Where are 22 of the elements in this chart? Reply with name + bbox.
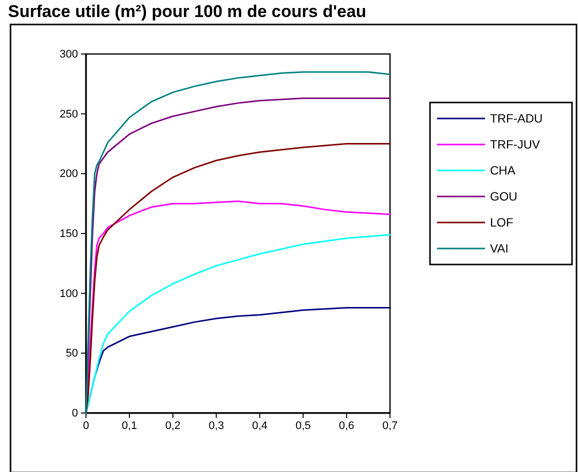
- x-tick-label: 0,4: [252, 420, 268, 432]
- y-tick-label: 100: [60, 288, 78, 300]
- x-tick-label: 0: [82, 420, 90, 432]
- legend-label: TRF-ADU: [490, 112, 543, 126]
- legend-label: TRF-JUV: [490, 138, 540, 152]
- y-tick-label: 0: [72, 408, 78, 420]
- x-tick-label: 0,6: [338, 420, 354, 432]
- legend-label: VAI: [490, 242, 508, 256]
- y-tick-label: 300: [60, 48, 78, 61]
- y-tick-label: 150: [60, 228, 78, 240]
- x-tick-label: 0,1: [122, 420, 138, 432]
- legend-label: LOF: [490, 216, 514, 230]
- legend-label: GOU: [490, 190, 518, 204]
- x-tick-label: 0,2: [165, 420, 181, 432]
- x-tick-label: 0,5: [295, 420, 311, 432]
- legend-label: CHA: [490, 164, 516, 178]
- y-tick-label: 200: [60, 168, 78, 180]
- chart-title: Surface utile (m²) pour 100 m de cours d'eau: [8, 2, 366, 21]
- x-tick-label: 0,7: [382, 420, 398, 432]
- y-tick-label: 50: [66, 348, 78, 360]
- x-tick-label: 0,3: [208, 420, 224, 432]
- y-tick-label: 250: [60, 108, 78, 120]
